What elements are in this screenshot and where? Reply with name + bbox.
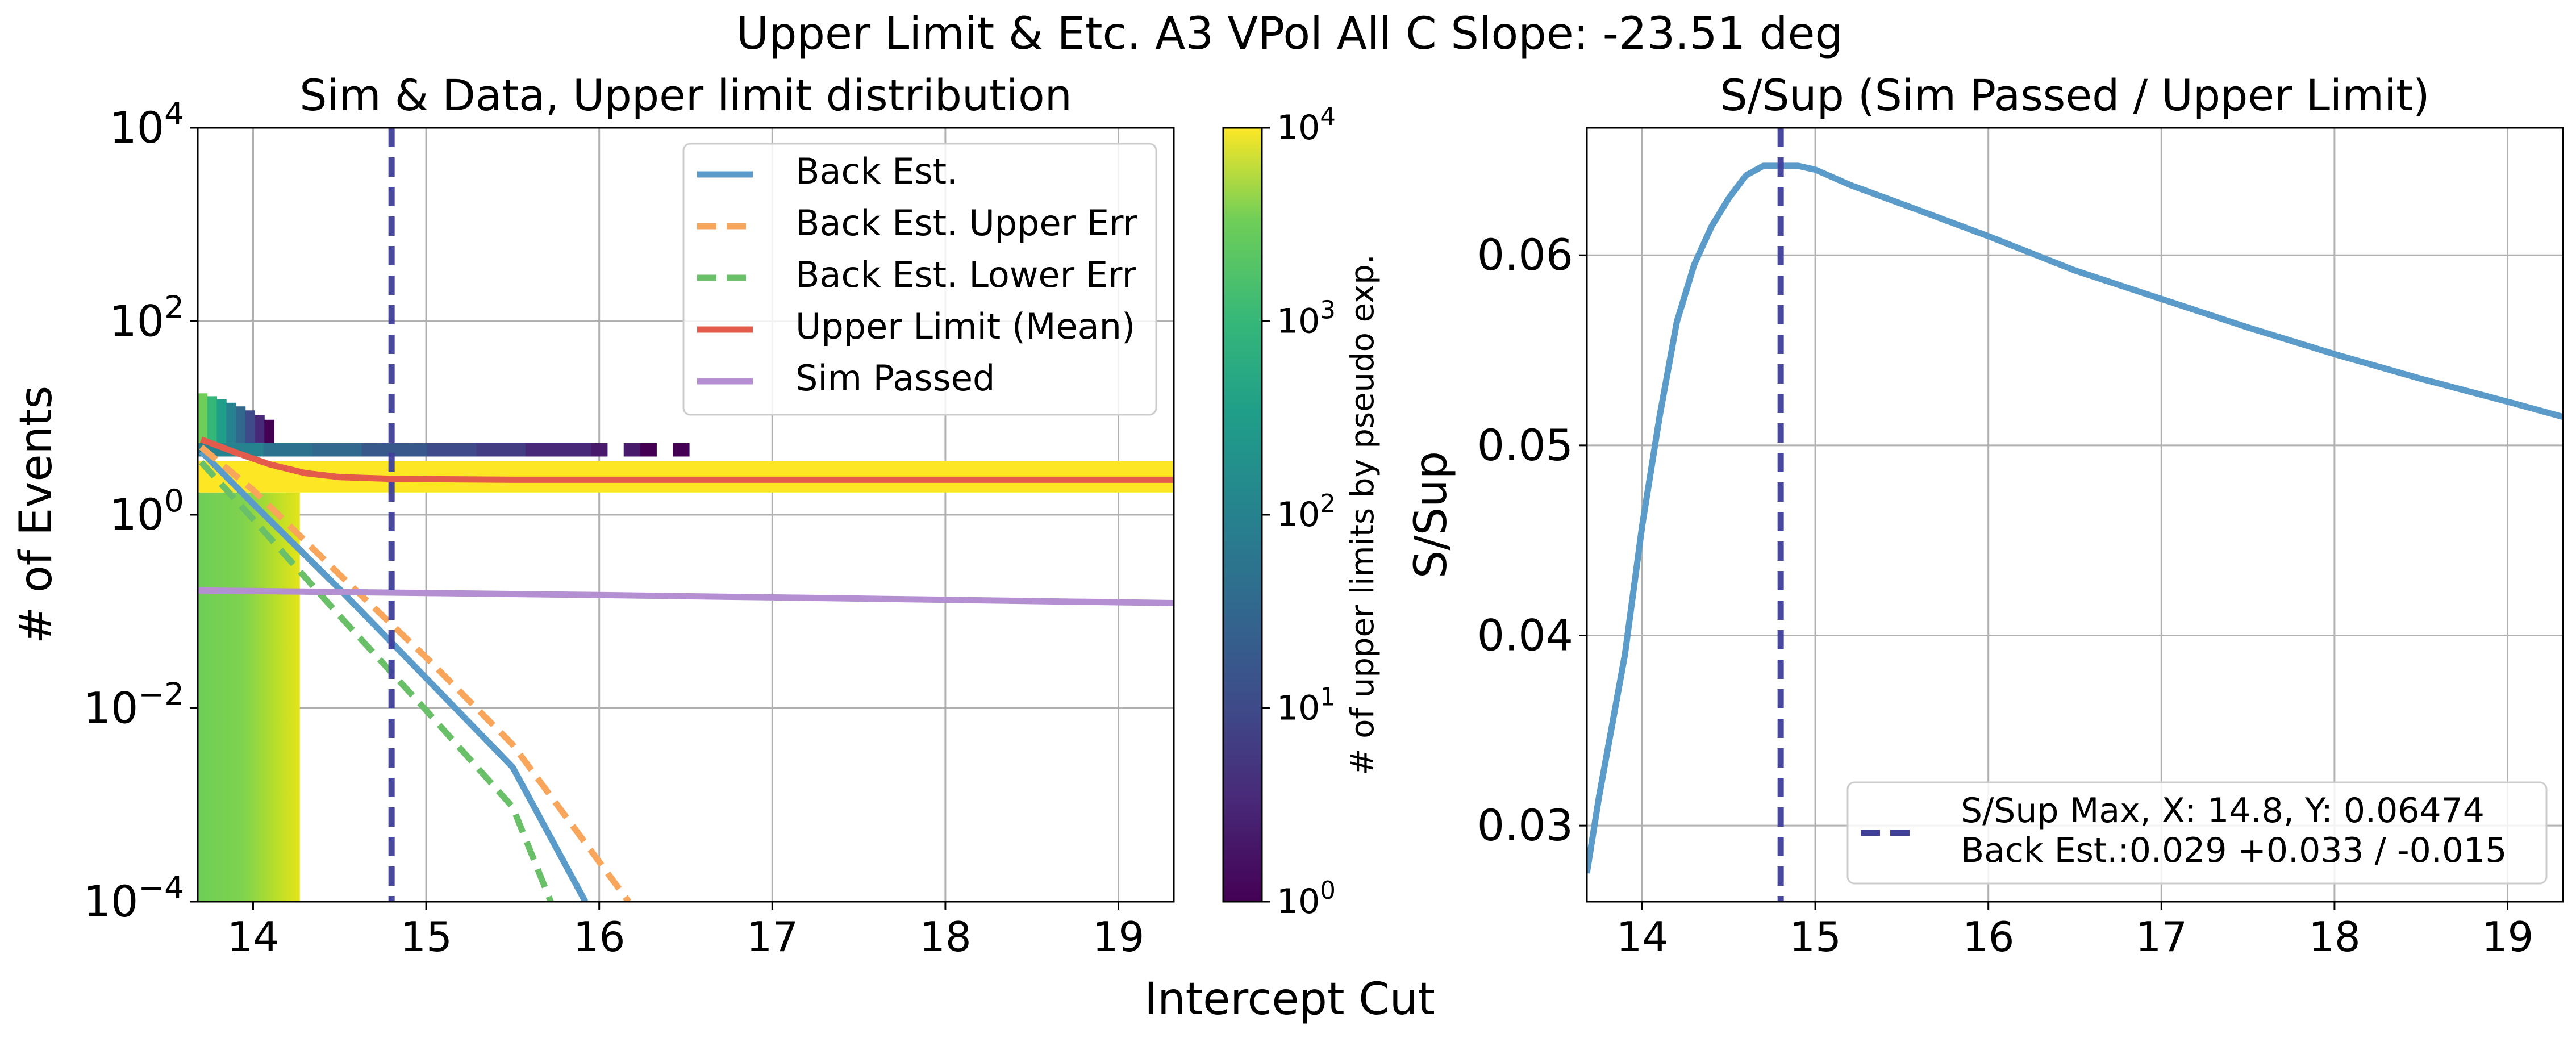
- left-panel-title: Sim & Data, Upper limit distribution: [299, 70, 1072, 120]
- colorbar-tick-label: 100: [1277, 877, 1336, 922]
- left-x-tick-label: 14: [227, 913, 280, 961]
- right-x-tick-label: 14: [1616, 913, 1669, 961]
- heatmap-cell: [541, 443, 558, 457]
- heatmap-cell: [574, 443, 591, 457]
- heatmap-cell: [247, 443, 264, 457]
- right-panel: S/Sup (Sim Passed / Upper Limit) S/Sup 1…: [1406, 70, 2564, 961]
- left-legend: Back Est. Back Est. Upper Err Back Est. …: [682, 143, 1157, 416]
- heatmap-cell: [394, 443, 411, 457]
- left-y-tick-label: 10−4: [84, 869, 184, 927]
- legend-label-lower-err: Back Est. Lower Err: [795, 254, 1136, 295]
- heatmap-cell: [312, 443, 330, 457]
- heatmap-cell: [525, 443, 543, 457]
- left-series: [198, 436, 1174, 902]
- series-upper-limit: [200, 436, 1174, 483]
- colorbar-label: # of upper limits by pseudo exp.: [1344, 254, 1381, 775]
- right-y-tick-label: 0.05: [1477, 420, 1573, 470]
- heatmap-cell: [673, 443, 690, 457]
- legend-label-sim-passed: Sim Passed: [795, 357, 995, 399]
- left-x-tick-label: 17: [746, 913, 798, 961]
- series-s-sup: [1587, 162, 2563, 874]
- heatmap-cell: [345, 443, 362, 457]
- colorbar-tick-label: 102: [1277, 490, 1336, 535]
- right-x-tick-label: 16: [1962, 913, 2015, 961]
- left-x-tick-label: 16: [573, 913, 626, 961]
- heatmap-cell: [264, 419, 274, 443]
- right-series: [1587, 162, 2563, 874]
- right-y-tick-label: 0.06: [1477, 230, 1573, 280]
- right-y-axis-label: S/Sup: [1406, 451, 1457, 578]
- heatmap-cell: [245, 410, 256, 443]
- colorbar-tick-label: 103: [1277, 296, 1336, 341]
- colorbar-tick-label: 101: [1277, 683, 1336, 728]
- right-x-tick-label: 17: [2135, 913, 2187, 961]
- right-gridlines: [1587, 128, 2563, 902]
- heatmap-cell: [460, 443, 477, 457]
- left-heatmap: [198, 393, 1174, 902]
- left-panel: Sim & Data, Upper limit distribution # o…: [11, 70, 1381, 961]
- heatmap-cell: [558, 443, 575, 457]
- right-x-tick-label: 15: [1789, 913, 1841, 961]
- left-y-ticks: 10−4 10−2 100 102 104: [84, 95, 198, 927]
- right-legend-line-2: Back Est.:0.029 +0.033 / -0.015: [1961, 831, 2507, 870]
- left-x-ticks: 14 15 16 17 18 19: [227, 902, 1145, 961]
- series-back-est: [199, 449, 589, 902]
- colorbar: 100 101 102 103 104 # of upper limits by pse…: [1222, 103, 1381, 922]
- right-panel-title: S/Sup (Sim Passed / Upper Limit): [1720, 70, 2429, 120]
- heatmap-cell: [443, 443, 460, 457]
- heatmap-cell: [508, 443, 526, 457]
- right-plot-frame: [1586, 127, 2564, 903]
- heatmap-cell: [280, 443, 297, 457]
- left-y-tick-label: 104: [109, 95, 184, 153]
- heatmap-cell: [296, 443, 313, 457]
- right-x-tick-label: 18: [2308, 913, 2361, 961]
- heatmap-cell: [410, 443, 428, 457]
- heatmap-cell: [236, 406, 246, 443]
- right-y-ticks: 0.03 0.04 0.05 0.06: [1477, 230, 1587, 851]
- right-legend-box: [1846, 781, 2548, 885]
- series-sim-passed: [198, 587, 1174, 606]
- series-upper-err: [199, 444, 631, 902]
- series-lower-err: [199, 460, 554, 902]
- right-legend-line-1: S/Sup Max, X: 14.8, Y: 0.06474: [1961, 791, 2485, 831]
- heatmap-cell: [640, 443, 657, 457]
- left-y-axis-label: # of Events: [11, 386, 62, 644]
- heatmap-cell: [591, 443, 608, 457]
- heatmap-low-column: [198, 492, 300, 902]
- figure-suptitle: Upper Limit & Etc. A3 VPol All C Slope: …: [736, 9, 1843, 60]
- right-y-tick-label: 0.04: [1477, 610, 1573, 660]
- legend-label-upper-err: Back Est. Upper Err: [795, 202, 1137, 244]
- left-y-tick-label: 100: [109, 482, 184, 540]
- heatmap-cell: [255, 415, 265, 443]
- right-x-tick-label: 19: [2482, 913, 2534, 961]
- right-y-tick-label: 0.03: [1477, 800, 1573, 851]
- right-x-ticks: 14 15 16 17 18 19: [1616, 902, 2534, 961]
- heatmap-cell: [476, 443, 493, 457]
- left-x-tick-label: 18: [919, 913, 972, 961]
- shared-xlabel: Intercept Cut: [1144, 974, 1435, 1025]
- heatmap-cell: [427, 443, 444, 457]
- colorbar-tick-label: 104: [1277, 103, 1336, 148]
- left-y-tick-label: 10−2: [84, 676, 184, 733]
- left-legend-box: [682, 143, 1157, 416]
- left-y-tick-label: 102: [109, 289, 184, 347]
- legend-label-upper-limit: Upper Limit (Mean): [795, 306, 1135, 347]
- heatmap-cell: [493, 443, 510, 457]
- heatmap-cell: [216, 399, 227, 443]
- heatmap-cell: [361, 443, 378, 457]
- colorbar-gradient: [1222, 127, 1263, 903]
- heatmap-cell: [198, 393, 208, 443]
- left-x-tick-label: 15: [400, 913, 452, 961]
- heatmap-cell: [623, 443, 641, 457]
- heatmap-cell: [263, 443, 280, 457]
- heatmap-cell: [226, 402, 236, 443]
- legend-label-back-est: Back Est.: [795, 151, 958, 192]
- right-legend: S/Sup Max, X: 14.8, Y: 0.06474 Back Est.…: [1846, 781, 2548, 885]
- left-x-tick-label: 19: [1093, 913, 1145, 961]
- heatmap-cell: [328, 443, 346, 457]
- colorbar-ticks: 100 101 102 103 104: [1262, 103, 1336, 922]
- heatmap-cell: [207, 396, 218, 443]
